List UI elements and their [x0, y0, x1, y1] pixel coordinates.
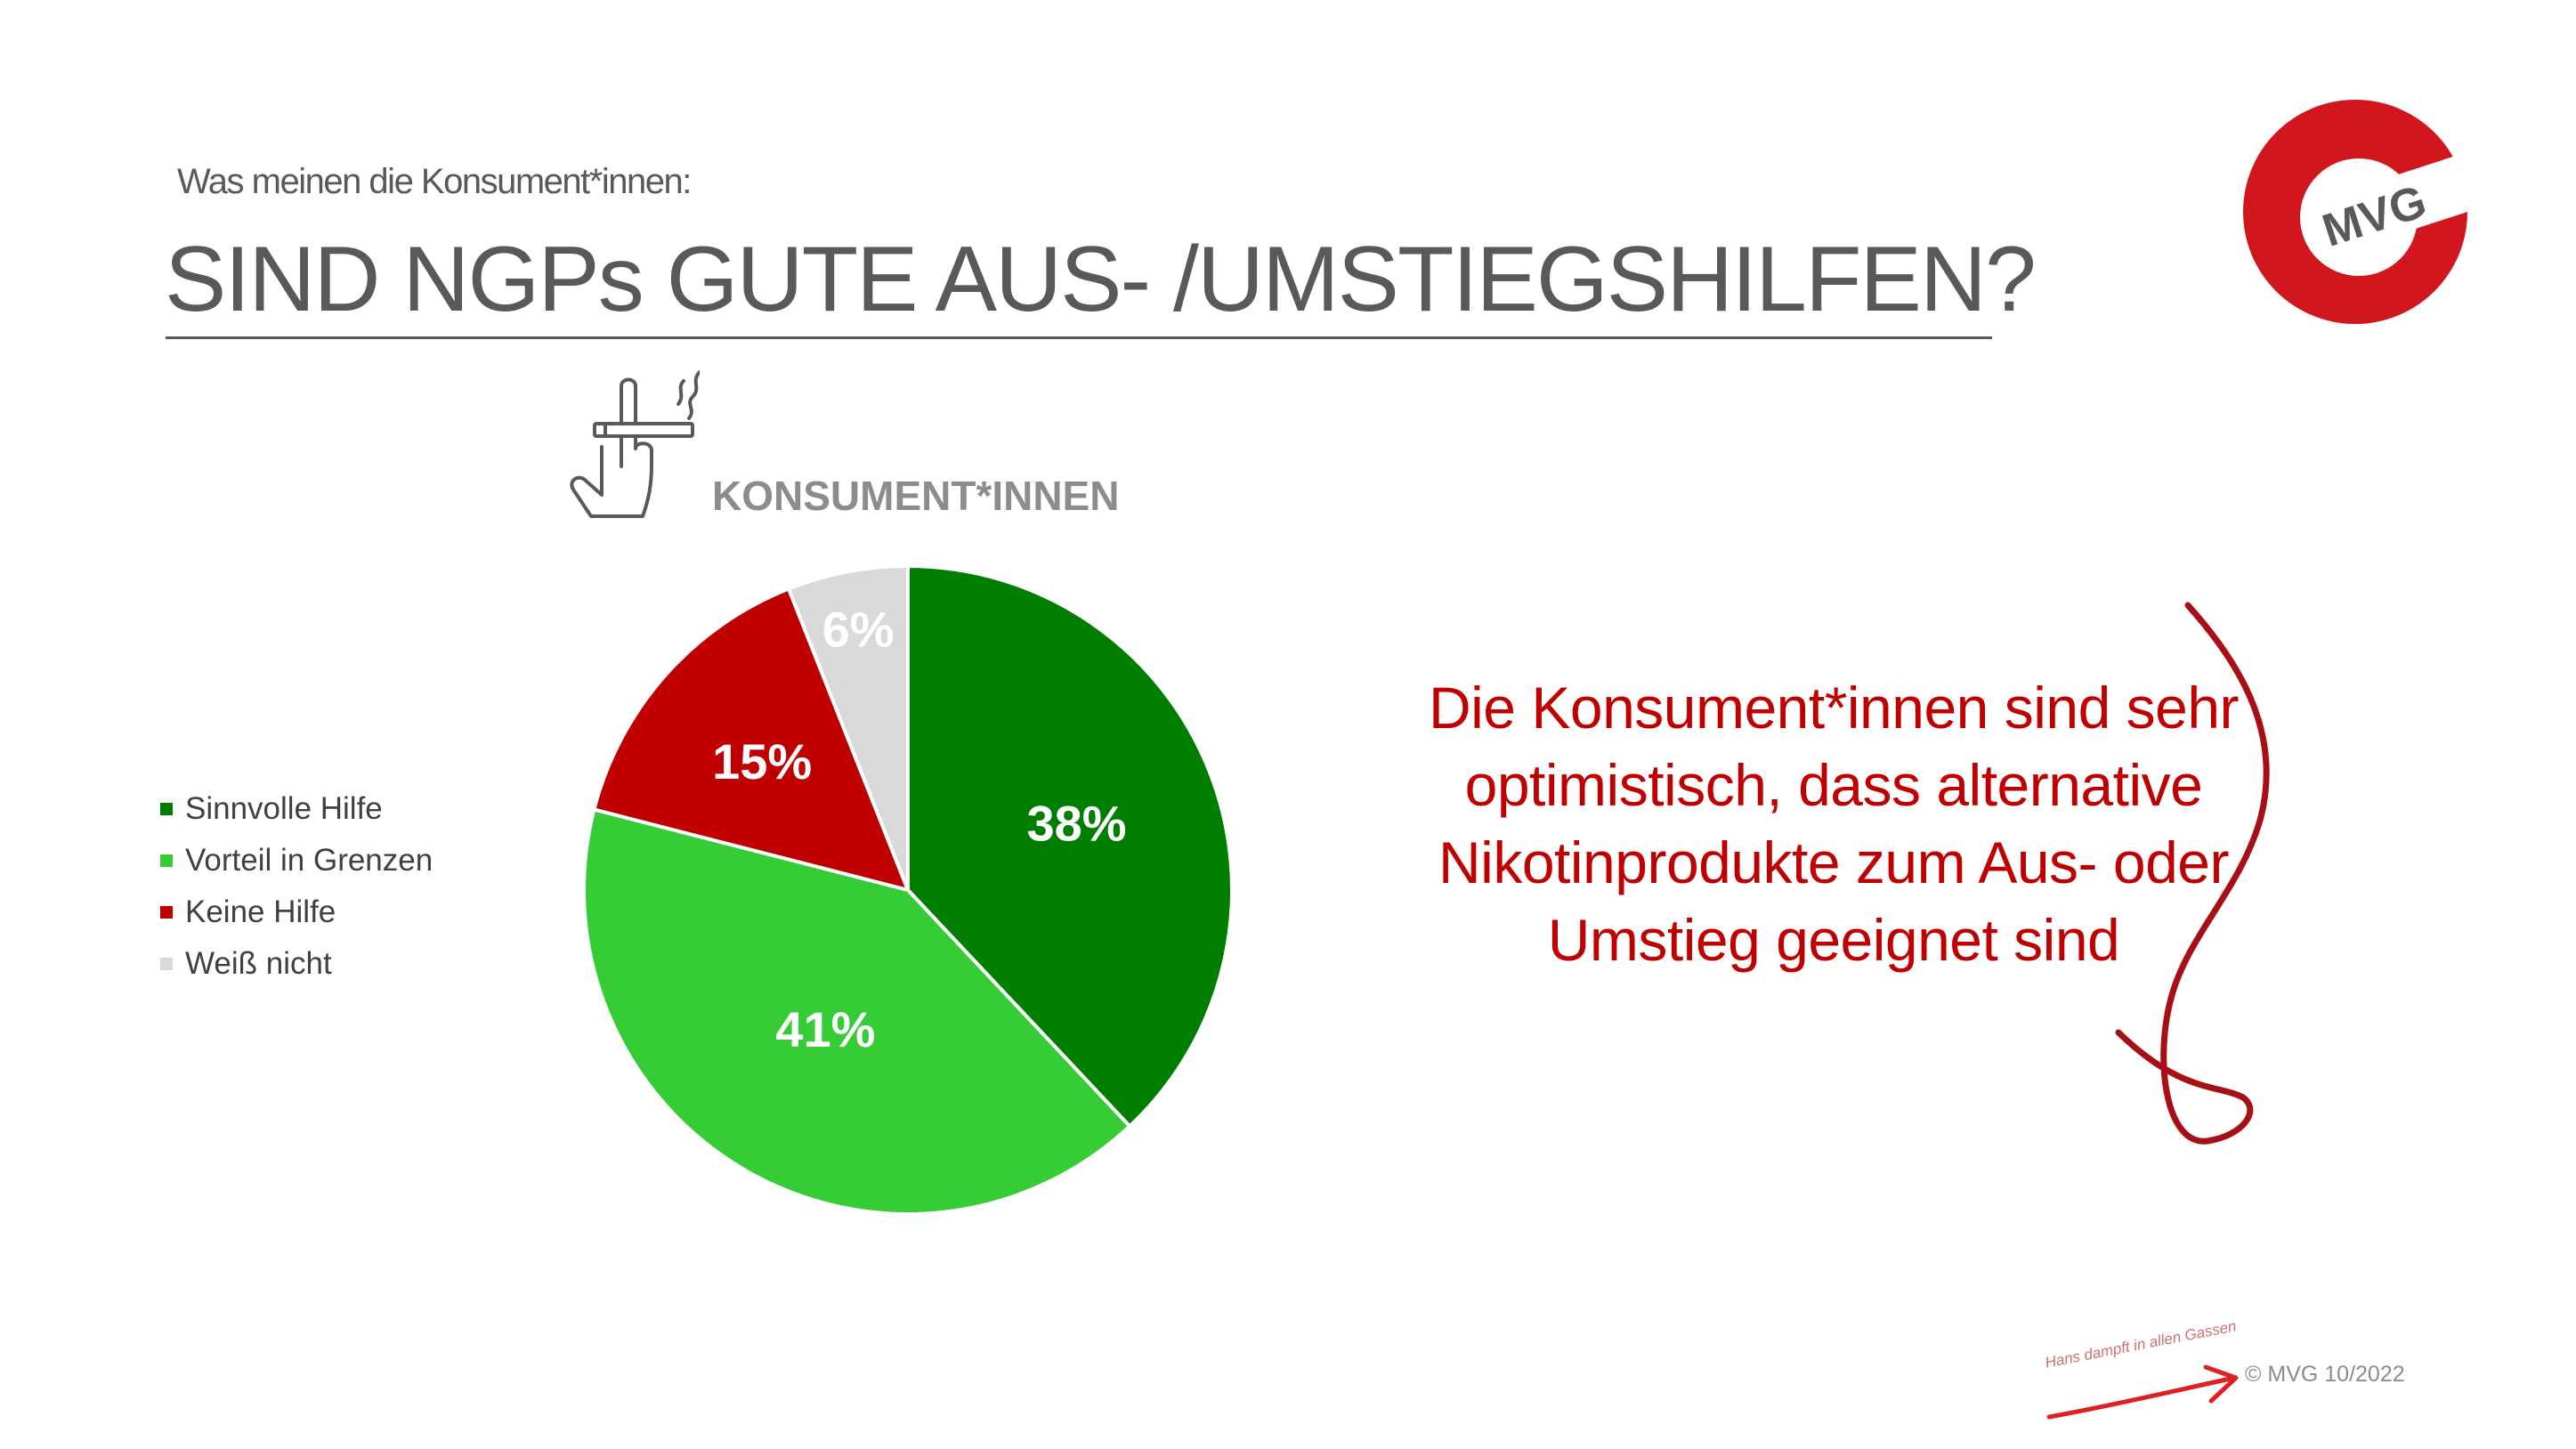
- pie-slice-keine-hilfe: [592, 586, 911, 893]
- legend-item: Sinnvolle Hilfe: [160, 783, 433, 835]
- swirl-arrow-icon: [2115, 602, 2270, 1145]
- legend-swatch: [160, 854, 173, 867]
- chart-legend: Sinnvolle Hilfe Vorteil in Grenzen Keine…: [160, 783, 433, 990]
- chart-heading: KONSUMENT*INNEN: [712, 473, 1120, 519]
- pie-data-label: 6%: [822, 601, 895, 657]
- legend-swatch: [160, 803, 173, 815]
- legend-label: Sinnvolle Hilfe: [185, 791, 383, 826]
- callout-text: Die Konsument*innen sind sehr optimistis…: [1428, 675, 2240, 973]
- legend-item: Weiß nicht: [160, 938, 433, 990]
- legend-label: Weiß nicht: [185, 946, 332, 981]
- copyright-text: © MVG 10/2022: [2245, 1362, 2405, 1387]
- pie-slice-vorteil-in-grenzen: [582, 807, 1133, 1216]
- title-underline: [166, 336, 1992, 339]
- pie-data-label: 38%: [1026, 795, 1126, 851]
- legend-swatch: [160, 958, 173, 970]
- pie-slice-wei-nicht: [786, 563, 910, 891]
- legend-label: Vorteil in Grenzen: [185, 843, 433, 878]
- legend-label: Keine Hilfe: [185, 894, 336, 929]
- pie-chart: 38% 41% 15% 6%: [582, 563, 1234, 1216]
- pie-slice-sinnvolle-hilfe: [906, 563, 1234, 1129]
- legend-swatch: [160, 906, 173, 919]
- legend-item: Keine Hilfe: [160, 886, 433, 938]
- mvg-logo: MVG: [2243, 100, 2469, 324]
- page-title: SIND NGPs GUTE AUS- /UMSTIEGSHILFEN?: [165, 228, 2037, 331]
- kicker-text: Was meinen die Konsument*innen:: [177, 162, 692, 201]
- pie-data-label: 41%: [775, 1001, 875, 1057]
- hand-with-cigarette-icon: [570, 370, 700, 518]
- pie-data-label: 15%: [712, 733, 812, 789]
- red-arrow-icon: [2046, 1364, 2239, 1420]
- legend-item: Vorteil in Grenzen: [160, 835, 433, 886]
